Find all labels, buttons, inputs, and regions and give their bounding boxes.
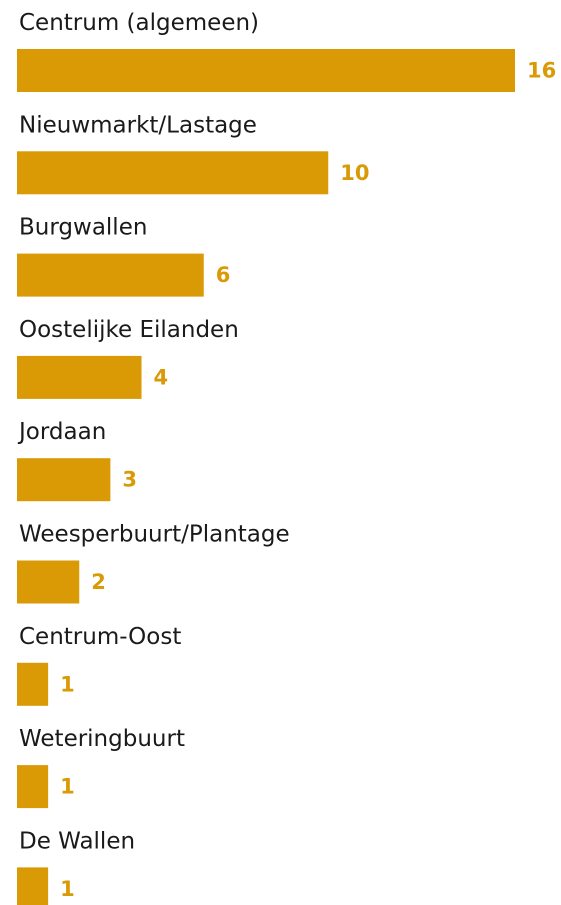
value-label: 6	[216, 263, 231, 287]
value-label: 1	[60, 877, 75, 901]
bar	[17, 151, 329, 195]
category-label: Centrum-Oost	[19, 624, 181, 650]
value-label: 10	[340, 161, 369, 185]
bar	[17, 458, 111, 502]
category-label: Weesperbuurt/Plantage	[19, 522, 290, 548]
value-label: 4	[154, 365, 169, 389]
category-label: Jordaan	[17, 419, 106, 445]
category-label: Weteringbuurt	[19, 726, 185, 752]
category-label: Centrum (algemeen)	[19, 10, 259, 36]
bar	[17, 355, 142, 399]
value-label: 2	[91, 570, 106, 594]
bar	[17, 253, 204, 297]
category-label: Oostelijke Eilanden	[19, 317, 239, 343]
bar	[17, 867, 49, 905]
category-label: Burgwallen	[19, 215, 147, 241]
value-label: 3	[122, 468, 137, 492]
value-label: 1	[60, 775, 75, 799]
bar	[17, 49, 515, 92]
bar	[17, 560, 80, 604]
bar	[17, 765, 49, 809]
value-label: 16	[527, 59, 556, 83]
bar	[17, 662, 49, 706]
category-label: De Wallen	[19, 828, 135, 854]
category-label: Nieuwmarkt/Lastage	[19, 112, 257, 138]
value-label: 1	[60, 672, 75, 696]
